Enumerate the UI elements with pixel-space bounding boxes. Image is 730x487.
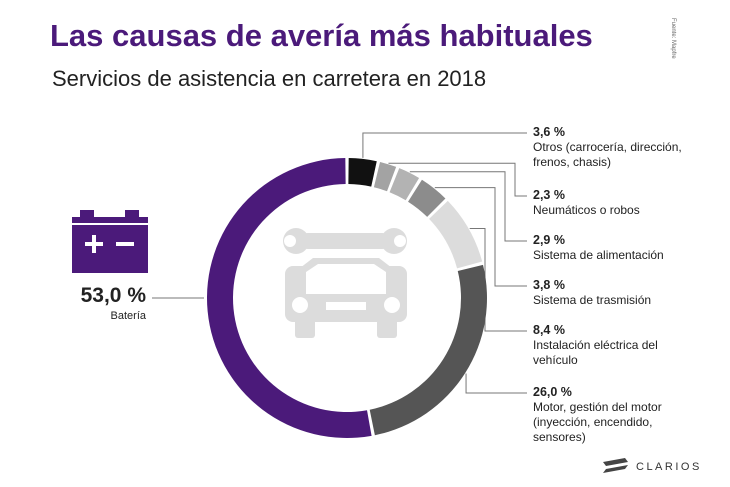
leader-line [388,162,527,197]
label: 53,0 % Batería [0,284,146,324]
value-label: 2,9 % [533,233,565,247]
donut-segment [369,264,487,436]
category-label: Sistema de trasmisión [533,293,652,307]
label: 3,6 % Otros (carrocería, dirección, freno… [533,125,698,170]
category-label: Otros (carrocería, dirección, frenos, ch… [533,140,682,169]
battery-icon [72,210,148,273]
donut-segment [429,200,483,269]
donut-segment [206,158,372,439]
category-label: Batería [110,310,146,322]
value-label: 8,4 % [533,323,565,337]
leader-line [434,187,527,287]
category-label: Motor, gestión del motor (inyección, enc… [533,400,662,444]
donut-segment [408,179,446,217]
leader-line [362,132,527,158]
brand: CLARIOS [636,461,702,473]
label: 26,0 % Motor, gestión del motor (inyecció… [533,385,698,445]
donut-segment [348,158,377,187]
category-label: Instalación eléctrica del vehículo [533,338,658,367]
chart-title: Las causas de avería más habituales [50,18,593,53]
donut-segment [373,161,397,192]
label: 2,3 % Neumáticos o robos [533,188,698,218]
label: 8,4 % Instalación eléctrica del vehículo [533,323,698,368]
label: 3,8 % Sistema de trasmisión [533,278,698,308]
value-label: 3,6 % [533,125,565,139]
value-label: 2,3 % [533,188,565,202]
category-label: Sistema de alimentación [533,248,664,262]
car-icon [283,228,407,338]
label: 2,9 % Sistema de alimentación [533,233,698,263]
source: Fuente: Mapfre [670,18,676,59]
category-label: Neumáticos o robos [533,203,640,217]
chart-subtitle: Servicios de asistencia en carretera en … [52,66,486,91]
leader-line [465,373,527,394]
value-label: 3,8 % [533,278,565,292]
value-label: 26,0 % [533,385,572,399]
value-label: 53,0 % [80,284,146,307]
donut-segment [389,168,420,201]
brand-logo: CLARIOS [603,458,702,473]
leader-line [409,171,527,242]
